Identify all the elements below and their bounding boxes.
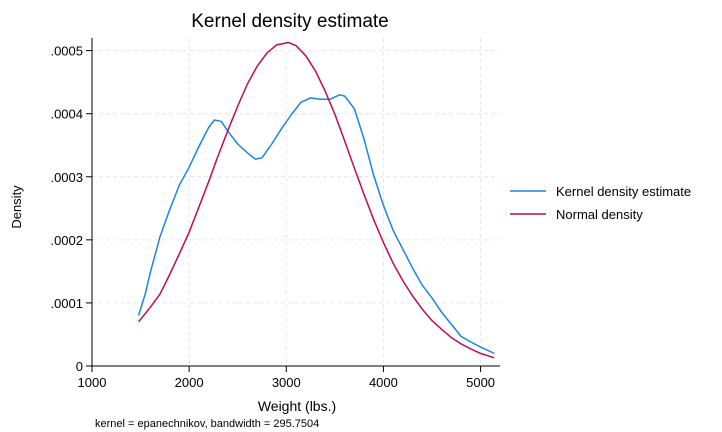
- chart-title: Kernel density estimate: [191, 11, 389, 32]
- y-tick-label: .0003: [50, 170, 83, 185]
- y-axis-label: Density: [9, 185, 24, 229]
- y-tick-label: .0005: [50, 44, 83, 59]
- legend-label: Kernel density estimate: [556, 184, 691, 199]
- x-tick-label: 4000: [369, 375, 398, 390]
- series-layer: [137, 41, 495, 359]
- y-tick-label: .0002: [50, 233, 83, 248]
- series-line-normal-density: [138, 41, 495, 359]
- chart-note: kernel = epanechnikov, bandwidth = 295.7…: [95, 418, 319, 430]
- legend-label: Normal density: [556, 207, 643, 222]
- y-tick-label: .0001: [50, 296, 83, 311]
- x-tick-label: 2000: [175, 375, 204, 390]
- y-tick-label: 0: [76, 359, 83, 374]
- axes: 0 .0001 .0002 .0003 .0004 .0005 1000 2000 3000 40…: [50, 38, 500, 390]
- x-axis-label: Weight (lbs.): [258, 398, 336, 414]
- series-line-kernel-density: [137, 94, 495, 355]
- legend: Kernel density estimate Normal density: [510, 184, 691, 222]
- x-tick-label: 5000: [466, 375, 495, 390]
- x-tick-label: 1000: [78, 375, 107, 390]
- y-tick-label: .0004: [50, 107, 83, 122]
- x-tick-label: 3000: [272, 375, 301, 390]
